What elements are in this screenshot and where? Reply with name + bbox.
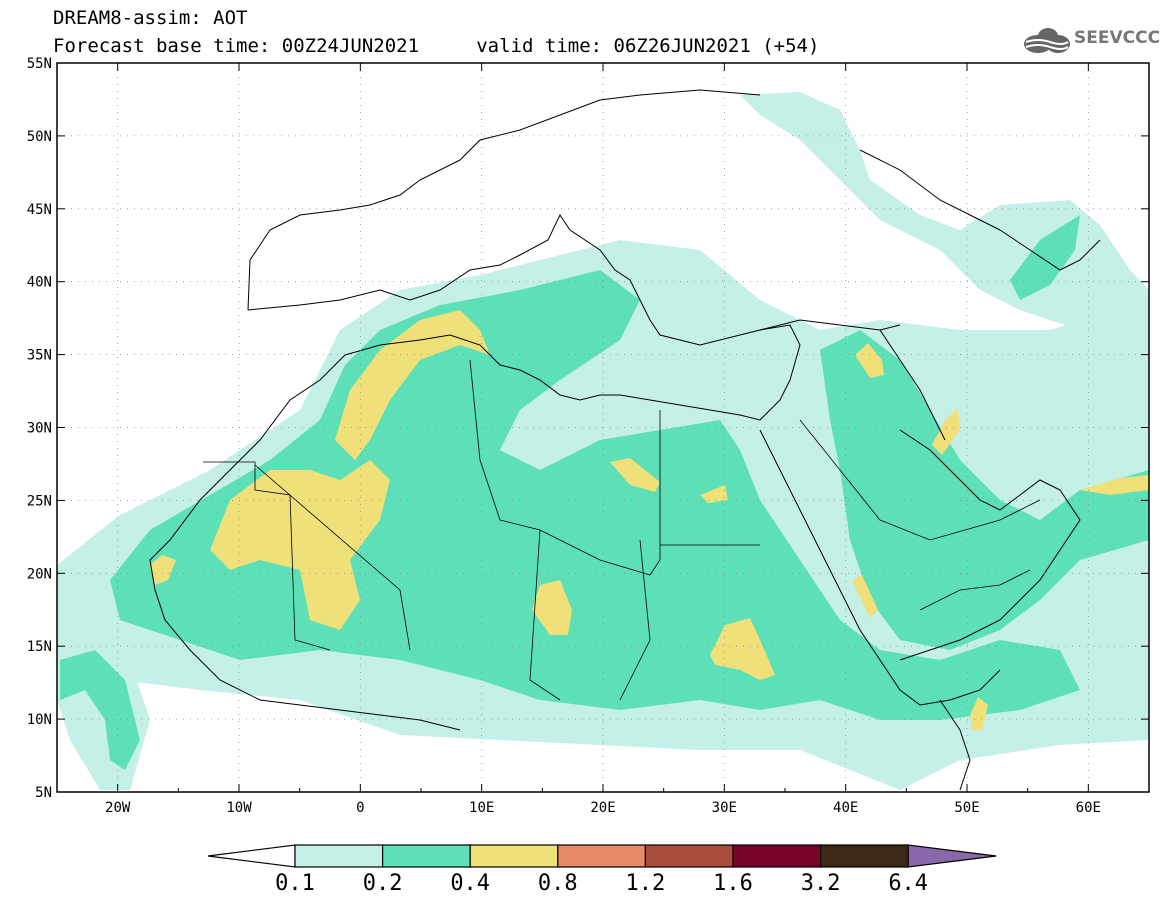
aot-band-0.4-egypt <box>700 485 728 503</box>
lon-tick-label: 50E <box>954 800 979 816</box>
lat-tick-label: 40N <box>27 275 52 291</box>
lon-tick-label: 20W <box>105 800 131 816</box>
longitude-axis: 20W 10W 0 10E 20E 30E 40E 50E 60E <box>56 63 1150 816</box>
lat-tick-label: 50N <box>27 129 52 145</box>
aot-band-0.2-caspian <box>1010 215 1080 300</box>
lat-tick-label: 20N <box>27 566 52 582</box>
lat-tick-label: 25N <box>27 493 52 509</box>
colorbar-box <box>382 844 471 868</box>
forecast-time-info: Forecast base time: 00Z24JUN2021 valid t… <box>53 35 820 57</box>
logo-text: SEEVCCC <box>1074 28 1161 48</box>
aot-band-0.4-senegal <box>150 555 176 585</box>
colorbar-label: 6.4 <box>888 871 928 896</box>
aot-band-0.2-west <box>60 650 140 770</box>
colorbar-label: 1.2 <box>626 871 666 896</box>
colorbar-label: 0.4 <box>450 871 490 896</box>
lat-tick-label: 55N <box>27 56 52 72</box>
colorbar-arrow-low <box>207 844 296 868</box>
lon-tick-label: 40E <box>833 800 858 816</box>
colorbar-box <box>469 844 559 868</box>
lon-tick-label: 10W <box>226 800 252 816</box>
map-title: DREAM8-assim: AOT <box>53 7 248 29</box>
lon-tick-label: 30E <box>712 800 737 816</box>
aot-band-0.4-somalia <box>970 697 988 730</box>
lon-tick-label: 20E <box>590 800 615 816</box>
aot-band-0.4-algeria <box>335 310 490 460</box>
lat-tick-label: 15N <box>27 639 52 655</box>
aot-band-0.4-gulf <box>932 408 960 455</box>
lat-tick-label: 30N <box>27 421 52 437</box>
cloud-logo-icon <box>1024 28 1070 53</box>
colorbar-label: 0.8 <box>538 871 578 896</box>
colorbar-box <box>557 844 646 868</box>
lat-tick-label: 45N <box>27 202 52 218</box>
aot-band-0.4-mauritania <box>210 460 390 630</box>
colorbar-label: 3.2 <box>801 871 841 896</box>
lon-tick-label: 60E <box>1076 800 1101 816</box>
colorbar-box <box>294 844 384 868</box>
lat-tick-label: 5N <box>35 785 52 801</box>
aot-band-0.4-libya <box>610 458 660 492</box>
colorbar-arrow-high <box>907 844 997 868</box>
aot-band-0.4-arabiansea <box>1080 475 1149 495</box>
colorbar-box <box>732 844 822 868</box>
coastlines <box>149 89 1101 791</box>
colorbar: 0.1 0.2 0.4 0.8 1.2 1.6 3.2 6.4 <box>207 844 997 896</box>
colorbar-label: 1.6 <box>713 871 753 896</box>
colorbar-label: 0.1 <box>275 871 315 896</box>
graticule <box>57 63 1149 792</box>
latitude-axis: 55N 50N 45N 40N 35N 30N 25N 20N 15N 10N 5N <box>27 56 1149 801</box>
aot-band-0.4-iraq <box>855 343 884 378</box>
colorbar-label: 0.2 <box>363 871 403 896</box>
aot-band-0.2-arabia <box>820 330 1149 650</box>
colorbar-box <box>819 844 909 868</box>
aot-shading <box>57 89 1149 791</box>
colorbar-box <box>644 844 734 868</box>
aot-band-0.4-sudan <box>710 618 775 680</box>
aot-band-0.4-redsea <box>852 575 878 618</box>
aot-band-0.4-chad <box>532 580 572 635</box>
lat-tick-label: 35N <box>27 348 52 364</box>
lon-tick-label: 0 <box>356 800 364 816</box>
borders <box>203 359 1041 701</box>
lon-tick-label: 10E <box>469 800 494 816</box>
lat-tick-label: 10N <box>27 712 52 728</box>
